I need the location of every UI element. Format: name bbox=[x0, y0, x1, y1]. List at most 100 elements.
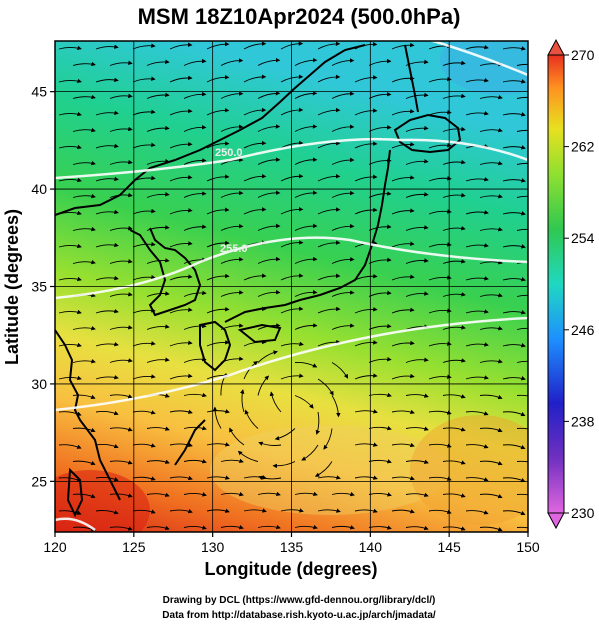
streamline-358 bbox=[331, 491, 355, 497]
temperature-contours bbox=[55, 41, 528, 532]
streamline-378 bbox=[109, 526, 133, 531]
streamline-239 bbox=[243, 339, 267, 347]
streamline-52 bbox=[58, 111, 82, 117]
streamline-316 bbox=[206, 442, 230, 447]
streamline-302 bbox=[183, 425, 207, 431]
streamline-173 bbox=[220, 257, 244, 264]
streamline-85 bbox=[317, 140, 341, 149]
streamline-262 bbox=[132, 374, 156, 380]
streamline-35 bbox=[391, 75, 415, 83]
streamline-148 bbox=[257, 223, 281, 231]
coastline-asia-mainland bbox=[55, 44, 366, 216]
streamline-157 bbox=[95, 242, 119, 248]
streamline-362 bbox=[479, 493, 503, 499]
streamline-357 bbox=[294, 491, 318, 497]
streamline-376 bbox=[502, 510, 526, 516]
contour-label-250: 250.0 bbox=[215, 147, 243, 159]
streamline-384 bbox=[331, 525, 355, 530]
streamline-211 bbox=[169, 307, 193, 314]
streamline-389 bbox=[516, 526, 528, 529]
y-tick-label: 45 bbox=[31, 84, 47, 100]
streamline-185 bbox=[169, 274, 193, 281]
streamline-306 bbox=[323, 428, 333, 450]
streamline-256 bbox=[405, 357, 429, 363]
streamline-222 bbox=[109, 325, 133, 330]
streamline-22 bbox=[405, 59, 429, 66]
streamline-76 bbox=[479, 127, 503, 133]
streamline-232 bbox=[479, 326, 503, 331]
streamline-208 bbox=[58, 309, 82, 315]
contour-label-255: 255.0 bbox=[220, 243, 248, 255]
streamline-112 bbox=[354, 174, 378, 182]
streamline-190 bbox=[354, 273, 378, 281]
streamline-212 bbox=[206, 306, 230, 314]
streamline-94 bbox=[183, 158, 207, 165]
streamline-323 bbox=[465, 444, 489, 449]
streamline-308 bbox=[405, 426, 429, 431]
streamline-7 bbox=[317, 41, 341, 50]
streamline-105 bbox=[95, 176, 119, 182]
streamline-80 bbox=[132, 142, 156, 149]
streamline-87 bbox=[391, 142, 415, 149]
y-tick-label: 35 bbox=[31, 279, 47, 295]
streamline-34 bbox=[354, 75, 378, 83]
streamline-25 bbox=[516, 63, 528, 66]
streamline-98 bbox=[331, 157, 355, 165]
streamline-121 bbox=[220, 190, 244, 198]
streamline-304 bbox=[244, 409, 259, 429]
streamline-2 bbox=[132, 43, 156, 50]
streamline-229 bbox=[368, 323, 392, 330]
streamline-177 bbox=[368, 257, 392, 264]
streamline-206 bbox=[479, 293, 503, 298]
streamline-199 bbox=[220, 290, 244, 297]
streamline-42 bbox=[183, 91, 207, 99]
streamline-191 bbox=[391, 274, 415, 281]
streamline-366 bbox=[132, 509, 156, 514]
streamline-234 bbox=[58, 342, 82, 348]
streamline-181 bbox=[516, 261, 528, 264]
streamline-301 bbox=[146, 426, 170, 431]
coastline-china-east bbox=[55, 329, 121, 501]
streamline-31 bbox=[243, 74, 267, 83]
streamline-171 bbox=[146, 258, 170, 264]
streamline-169 bbox=[72, 259, 96, 265]
streamline-236 bbox=[132, 341, 156, 347]
streamline-328 bbox=[183, 459, 207, 464]
streamline-56 bbox=[206, 108, 230, 116]
streamline-156 bbox=[58, 243, 82, 249]
streamline-79 bbox=[95, 143, 119, 149]
streamline-33 bbox=[317, 74, 341, 83]
streamline-117 bbox=[72, 193, 96, 199]
x-tick-label: 150 bbox=[516, 539, 540, 555]
contour-line-250 bbox=[55, 137, 528, 180]
streamline-119 bbox=[146, 191, 170, 198]
x-axis: 120 125 130 135 140 145 150 bbox=[43, 532, 540, 555]
streamline-297 bbox=[465, 411, 489, 416]
streamline-81 bbox=[169, 141, 193, 149]
streamline-248 bbox=[109, 358, 133, 363]
streamline-334 bbox=[405, 459, 429, 464]
streamline-295 bbox=[391, 409, 415, 415]
y-tick-label: 40 bbox=[31, 181, 47, 197]
streamline-207 bbox=[516, 294, 528, 297]
streamline-155 bbox=[516, 228, 528, 231]
streamline-15 bbox=[146, 59, 170, 66]
streamline-47 bbox=[368, 91, 392, 99]
coastline-ryukyu bbox=[174, 419, 206, 466]
streamline-134 bbox=[206, 207, 230, 215]
streamline-154 bbox=[479, 226, 503, 232]
streamline-319 bbox=[301, 444, 319, 461]
streamline-305 bbox=[274, 428, 296, 441]
streamline-313 bbox=[95, 443, 119, 449]
streamline-221 bbox=[72, 325, 96, 331]
streamline-291 bbox=[239, 389, 245, 413]
streamline-209 bbox=[95, 308, 119, 314]
streamline-278 bbox=[257, 375, 270, 396]
streamline-75 bbox=[442, 126, 466, 132]
streamline-55 bbox=[169, 108, 193, 116]
streamline-293 bbox=[315, 411, 320, 435]
streamline-317 bbox=[229, 427, 245, 446]
streamline-1 bbox=[95, 44, 119, 50]
streamline-351 bbox=[72, 493, 96, 499]
streamline-228 bbox=[331, 323, 355, 330]
